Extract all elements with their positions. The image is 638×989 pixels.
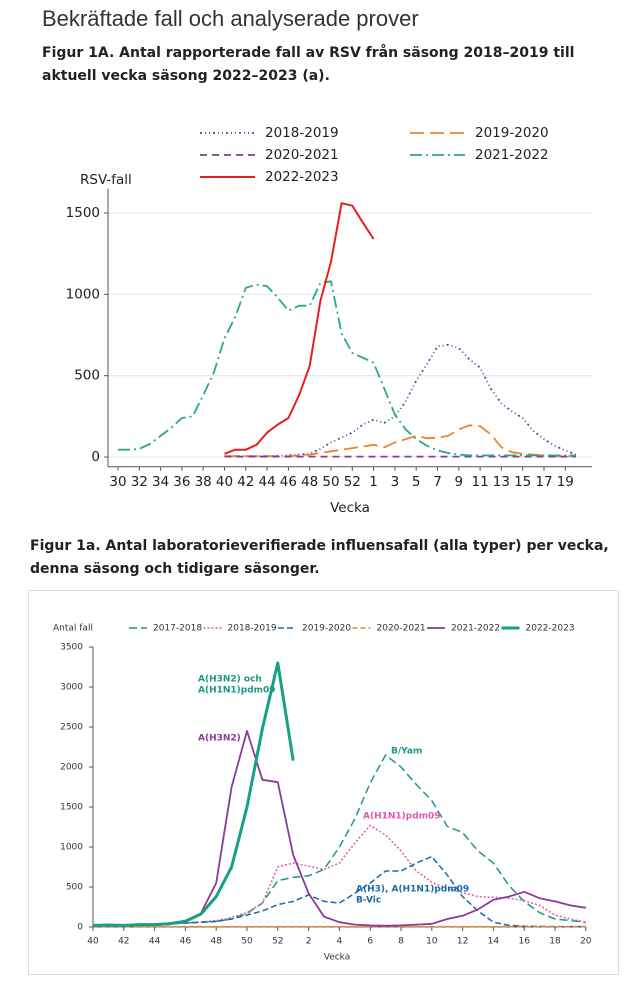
legend-label: 2017-2018 [153, 624, 202, 634]
legend-label: 2018-2019 [228, 624, 277, 634]
y-tick-label: 1000 [60, 843, 83, 853]
x-tick-label: 40 [87, 937, 99, 947]
x-tick-label: 32 [131, 474, 148, 490]
y-tick-label: 500 [66, 883, 83, 893]
y-tick-label: 3500 [60, 643, 83, 653]
x-tick-label: 9 [455, 474, 464, 490]
x-tick-label: 4 [337, 937, 343, 947]
series-line [92, 661, 295, 927]
x-tick-label: 20 [580, 937, 592, 947]
x-axis-label: Vecka [324, 953, 351, 963]
y-tick-label: 1000 [66, 286, 100, 302]
page-heading: Bekräftade fall och analyserade prover [42, 6, 419, 31]
y-tick-label: 1500 [60, 803, 83, 813]
y-tick-label: 500 [74, 368, 100, 384]
x-tick-label: 48 [301, 474, 318, 490]
x-tick-label: 13 [493, 474, 510, 490]
annotation: B/Yam [391, 747, 422, 757]
x-tick-label: 11 [472, 474, 489, 490]
x-tick-label: 50 [322, 474, 339, 490]
legend-label: 2022-2023 [526, 624, 575, 634]
x-tick-label: 12 [457, 937, 468, 947]
series-line [92, 730, 586, 927]
series-line [224, 202, 375, 455]
y-axis-label: RSV-fall [80, 172, 132, 188]
annotation: A(H3N2) och [198, 675, 262, 685]
x-tick-label: 40 [216, 474, 233, 490]
x-tick-label: 7 [433, 474, 442, 490]
x-tick-label: 30 [109, 474, 126, 490]
y-tick-label: 1500 [66, 205, 100, 221]
x-tick-label: 17 [535, 474, 552, 490]
legend-label: 2022-2023 [265, 169, 339, 185]
annotation: B-Vic [356, 896, 381, 906]
series-line [92, 855, 586, 928]
annotation: A(H1N1)pdm09 [363, 812, 441, 822]
annotation: A(H3), A(H1N1)pdm09 [356, 885, 469, 895]
x-tick-label: 52 [344, 474, 361, 490]
y-tick-label: 2000 [60, 763, 83, 773]
annotation: A(H1N1)pdm09 [198, 686, 276, 696]
x-tick-label: 36 [173, 474, 190, 490]
series-line [92, 754, 586, 927]
series-line [92, 824, 586, 927]
x-tick-label: 42 [118, 937, 129, 947]
y-tick-label: 0 [91, 449, 100, 465]
x-tick-label: 34 [152, 474, 169, 490]
x-tick-label: 19 [557, 474, 574, 490]
x-tick-label: 10 [426, 937, 438, 947]
legend-label: 2019-2020 [302, 624, 351, 634]
x-tick-label: 52 [272, 937, 283, 947]
legend-label: 2020-2021 [377, 624, 426, 634]
legend-label: 2018-2019 [265, 125, 339, 141]
figure-caption: Figur 1a. Antal laboratorieverifierade i… [30, 538, 609, 577]
series-line [224, 343, 577, 458]
y-axis-label: Antal fall [53, 624, 93, 634]
x-tick-label: 16 [518, 937, 530, 947]
annotation: A(H3N2) [198, 734, 241, 744]
x-tick-label: 44 [149, 937, 161, 947]
x-tick-label: 46 [180, 937, 192, 947]
series-line [118, 280, 576, 457]
x-tick-label: 46 [280, 474, 297, 490]
x-tick-label: 3 [391, 474, 400, 490]
legend-label: 2019-2020 [475, 125, 549, 141]
x-tick-label: 44 [259, 474, 276, 490]
x-tick-label: 38 [195, 474, 212, 490]
x-tick-label: 2 [306, 937, 312, 947]
x-axis-label: Vecka [330, 500, 370, 516]
x-tick-label: 15 [514, 474, 531, 490]
x-tick-label: 50 [241, 937, 253, 947]
legend-label: 2021-2022 [475, 147, 549, 163]
x-tick-label: 1 [369, 474, 378, 490]
x-tick-label: 6 [367, 937, 373, 947]
x-tick-label: 5 [412, 474, 421, 490]
legend-label: 2020-2021 [265, 147, 339, 163]
figure-caption: Figur 1A. Antal rapporterade fall av RSV… [42, 45, 575, 84]
legend-label: 2021-2022 [451, 624, 500, 634]
y-tick-label: 0 [77, 923, 83, 933]
x-tick-label: 8 [398, 937, 404, 947]
x-tick-label: 18 [549, 937, 561, 947]
y-tick-label: 2500 [60, 723, 83, 733]
y-tick-label: 3000 [60, 683, 83, 693]
x-tick-label: 42 [237, 474, 254, 490]
series-line [224, 424, 576, 458]
x-tick-label: 14 [488, 937, 500, 947]
x-tick-label: 48 [210, 937, 222, 947]
